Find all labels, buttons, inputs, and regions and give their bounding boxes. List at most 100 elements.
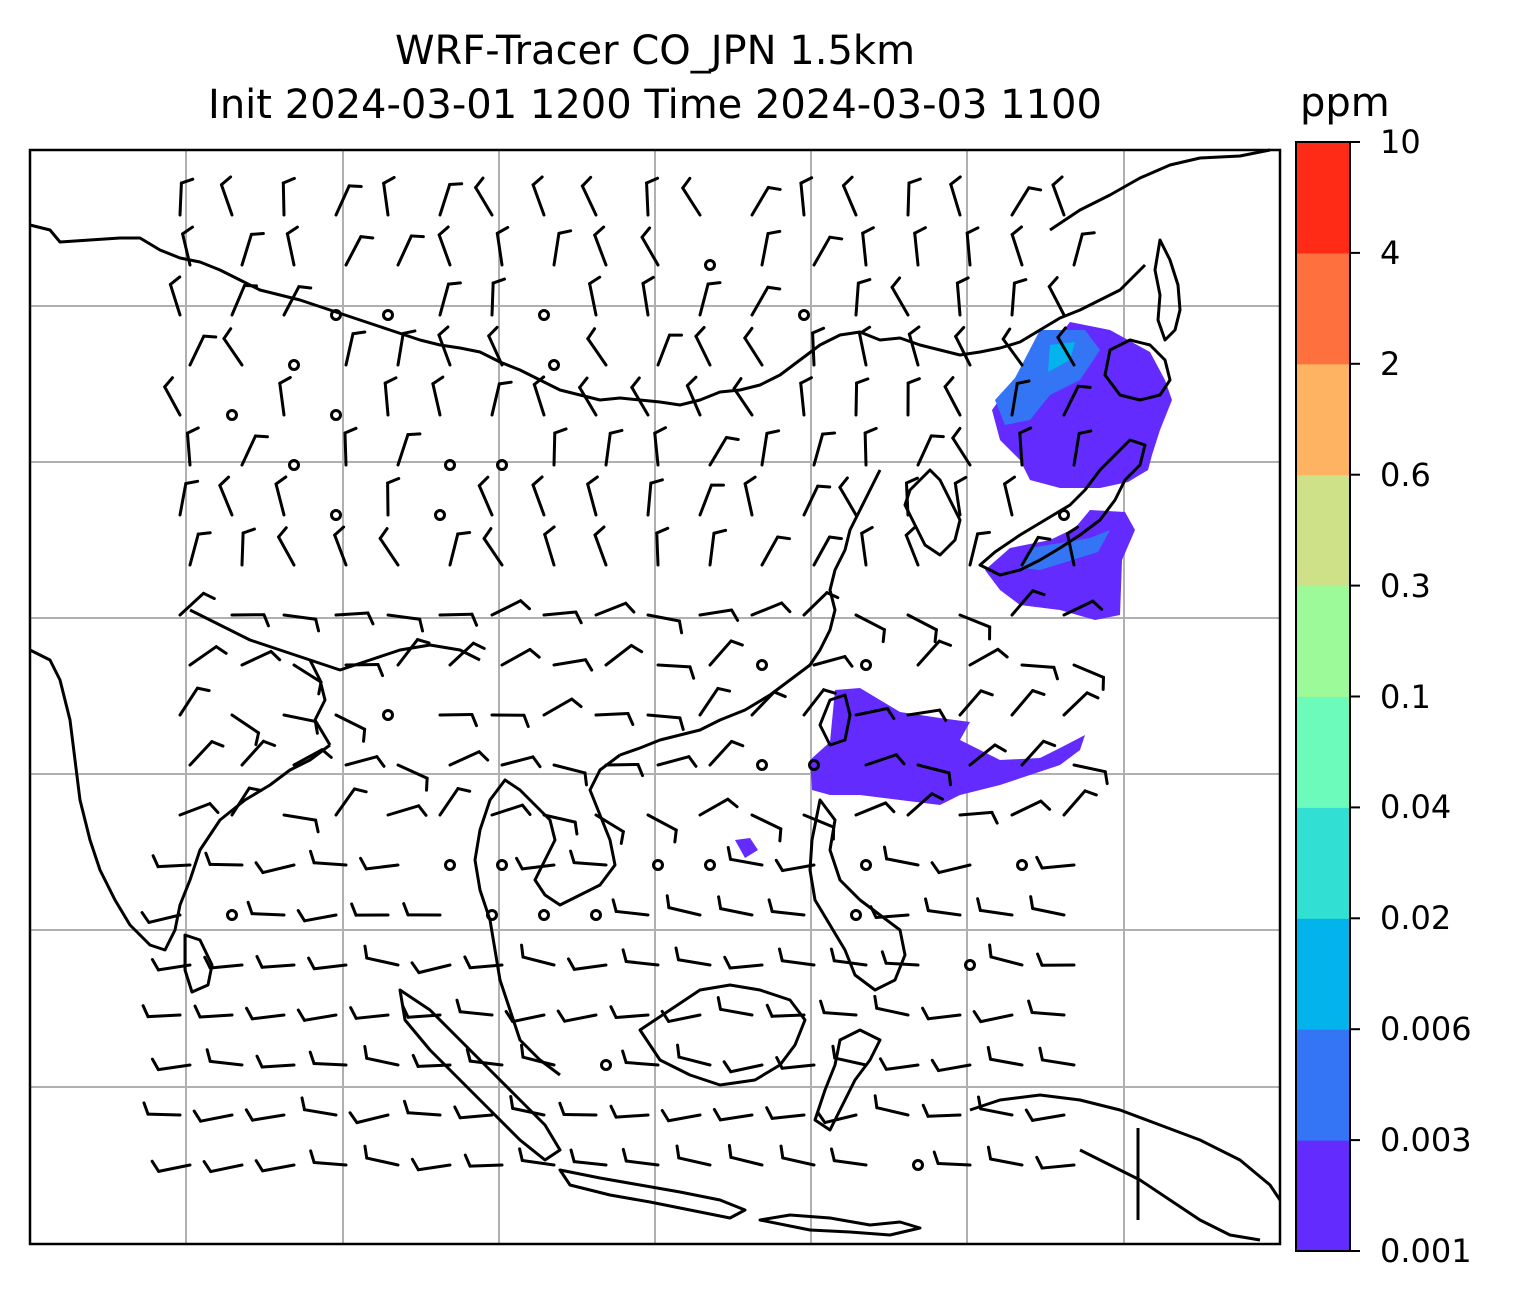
wind-barb bbox=[300, 1096, 338, 1117]
wind-barb bbox=[282, 285, 313, 317]
wind-barb bbox=[675, 1144, 712, 1167]
wind-barb bbox=[685, 375, 702, 417]
wind-barb bbox=[344, 662, 385, 678]
wind-barb bbox=[188, 645, 228, 667]
wind-barb bbox=[655, 526, 670, 567]
wind-barb bbox=[864, 753, 906, 767]
wind-barb bbox=[604, 643, 644, 667]
wind-barb bbox=[921, 1006, 962, 1021]
wind-barb bbox=[656, 333, 684, 367]
wind-barb bbox=[880, 950, 920, 967]
calm-wind-marker bbox=[756, 759, 768, 771]
wind-barbs bbox=[140, 175, 1109, 1174]
wind-barb bbox=[396, 638, 431, 667]
border-himalaya bbox=[189, 608, 481, 672]
wind-barb bbox=[656, 755, 698, 768]
wind-barb bbox=[604, 428, 624, 467]
wind-barb bbox=[244, 1108, 286, 1122]
wind-barb bbox=[988, 943, 1024, 967]
colorbar-segment bbox=[1296, 1029, 1350, 1141]
colorbar-segment bbox=[1296, 474, 1350, 587]
wind-barb bbox=[646, 613, 684, 635]
wind-barb bbox=[1024, 1108, 1066, 1122]
wind-barb bbox=[255, 1054, 296, 1069]
colorbar-tick-label: 4 bbox=[1380, 233, 1401, 272]
wind-barb bbox=[779, 1144, 816, 1167]
wind-barb bbox=[609, 1005, 650, 1019]
wind-barb bbox=[604, 762, 645, 778]
wind-barb bbox=[487, 325, 504, 367]
wind-barb bbox=[230, 786, 263, 817]
wind-barb bbox=[178, 479, 200, 517]
wind-barb bbox=[906, 792, 945, 817]
wind-barb bbox=[396, 763, 429, 792]
wind-barb bbox=[334, 787, 368, 817]
wind-barb bbox=[645, 176, 660, 217]
wind-barb bbox=[490, 803, 532, 817]
wind-barb bbox=[812, 235, 844, 267]
wind-barb bbox=[500, 755, 542, 769]
map-frame bbox=[28, 148, 1282, 1246]
wind-barb bbox=[1010, 689, 1046, 717]
wind-barb bbox=[1036, 952, 1076, 967]
wind-barb bbox=[712, 1107, 754, 1122]
wind-barb bbox=[1003, 475, 1017, 517]
wind-barb bbox=[694, 325, 712, 367]
wind-barb bbox=[799, 176, 814, 217]
wind-barb bbox=[750, 690, 787, 717]
wind-barb bbox=[403, 1099, 442, 1117]
wind-barb bbox=[906, 708, 948, 722]
colorbar-tick-label: 10 bbox=[1380, 123, 1421, 161]
wind-barb bbox=[515, 856, 556, 871]
wind-barb bbox=[438, 713, 479, 728]
wind-barb bbox=[890, 276, 910, 317]
wind-barb bbox=[708, 528, 728, 567]
wind-barb bbox=[958, 613, 992, 641]
wind-barb bbox=[621, 1147, 660, 1167]
wind-barb bbox=[958, 689, 994, 717]
wind-barb bbox=[255, 954, 296, 969]
wind-barb bbox=[281, 176, 296, 217]
wind-barb bbox=[799, 376, 813, 417]
wind-barb bbox=[858, 325, 872, 367]
wind-barb bbox=[558, 1101, 598, 1117]
wind-barb bbox=[188, 531, 212, 567]
colorbar-tick-label: 0.1 bbox=[1380, 677, 1431, 716]
wind-barb bbox=[386, 477, 401, 517]
wind-barb bbox=[396, 234, 425, 267]
wind-barb bbox=[465, 1048, 504, 1067]
wind-barb bbox=[854, 706, 896, 721]
calm-wind-marker bbox=[226, 409, 238, 421]
wind-barb bbox=[717, 895, 754, 917]
wind-barb bbox=[463, 955, 504, 970]
wind-barb bbox=[350, 902, 390, 917]
wind-barb bbox=[829, 1147, 868, 1167]
wind-barb bbox=[676, 1043, 712, 1067]
wind-barb bbox=[453, 1105, 494, 1120]
wind-barb bbox=[1056, 326, 1076, 367]
wind-barb bbox=[463, 1153, 504, 1168]
wind-barb bbox=[977, 1095, 1014, 1117]
coast-taiwan bbox=[818, 693, 852, 747]
wind-barb bbox=[203, 955, 244, 970]
wind-barb bbox=[913, 226, 927, 267]
calm-wind-marker bbox=[798, 309, 810, 321]
wind-barb bbox=[1029, 895, 1066, 917]
wind-barb bbox=[569, 849, 608, 867]
wind-barb bbox=[906, 177, 922, 217]
wind-barb bbox=[831, 1044, 868, 1067]
wind-barb bbox=[760, 229, 782, 267]
wind-barb bbox=[240, 232, 265, 267]
wind-barb bbox=[1047, 276, 1066, 317]
wind-barb bbox=[359, 856, 400, 871]
wind-barb bbox=[382, 175, 396, 217]
wind-barb bbox=[532, 375, 546, 417]
wind-barb bbox=[142, 1101, 182, 1117]
calm-wind-marker bbox=[912, 1159, 924, 1171]
colorbar-tick-label: 0.02 bbox=[1380, 899, 1452, 938]
wind-barb bbox=[542, 610, 583, 625]
wind-barb bbox=[556, 1009, 598, 1023]
colorbar-segment bbox=[1296, 585, 1350, 697]
wind-barb bbox=[518, 1147, 556, 1167]
